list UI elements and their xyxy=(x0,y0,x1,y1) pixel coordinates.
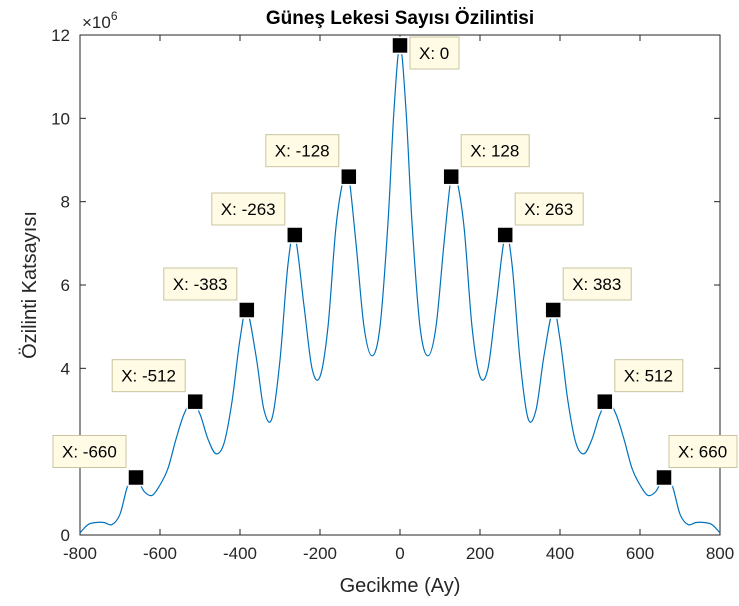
data-tip-label: X: 0 xyxy=(419,44,449,63)
x-tick-label: 400 xyxy=(546,544,574,563)
data-tip-box xyxy=(111,359,186,393)
data-tip-label: X: -263 xyxy=(221,200,276,219)
data-tip[interactable]: X: -263 xyxy=(211,192,304,244)
data-tip-label: X: 263 xyxy=(524,200,573,219)
data-tip-label: X: 660 xyxy=(678,443,727,462)
y-exponent-label: ×106 xyxy=(82,9,118,32)
y-tick-label: 0 xyxy=(61,526,70,545)
data-tip-label: X: -383 xyxy=(173,275,228,294)
data-tip-box xyxy=(52,435,127,468)
data-tip-box xyxy=(614,359,684,393)
data-tip-marker[interactable] xyxy=(340,167,358,186)
x-tick-label: -800 xyxy=(63,544,97,563)
data-tip-label: X: -512 xyxy=(121,367,176,386)
data-tip-marker[interactable] xyxy=(496,226,514,244)
data-tips[interactable]: X: -660 X: -512 X: -383 X: -263 X: -128 X: 0 X… xyxy=(52,36,738,487)
data-tip-marker[interactable] xyxy=(655,468,673,487)
data-tip-marker[interactable] xyxy=(127,468,145,487)
y-tick-label: 12 xyxy=(51,26,70,45)
data-tip-box xyxy=(460,134,530,168)
data-tip[interactable]: X: -660 xyxy=(52,435,145,487)
x-tick-label: 600 xyxy=(626,544,654,563)
data-tip-label: X: -128 xyxy=(275,142,330,161)
axis-ticks: -800-600-400-2000200400600800024681012 xyxy=(51,26,734,563)
data-tip-marker[interactable] xyxy=(391,36,409,55)
data-tip-marker[interactable] xyxy=(186,392,204,411)
data-tip-box xyxy=(409,36,460,70)
data-tip[interactable]: X: 263 xyxy=(496,192,584,244)
data-tip[interactable]: X: -128 xyxy=(265,134,358,186)
data-tip-label: X: -660 xyxy=(62,443,117,462)
data-tip-marker[interactable] xyxy=(238,301,256,319)
data-tip[interactable]: X: 128 xyxy=(442,134,530,186)
data-tip-box xyxy=(265,134,340,168)
y-tick-label: 8 xyxy=(61,193,70,212)
x-tick-label: 0 xyxy=(395,544,404,563)
data-tip-box xyxy=(163,267,238,301)
data-tip-label: X: 128 xyxy=(470,142,519,161)
data-tip[interactable]: X: -512 xyxy=(111,359,204,411)
data-tip-label: X: 512 xyxy=(624,367,673,386)
data-tip-box xyxy=(562,267,632,301)
x-tick-label: -400 xyxy=(223,544,257,563)
data-tip-marker[interactable] xyxy=(442,167,460,186)
data-tip-box xyxy=(514,192,584,226)
data-tip-marker[interactable] xyxy=(596,392,614,411)
x-tick-label: -600 xyxy=(143,544,177,563)
y-tick-label: 10 xyxy=(51,109,70,128)
x-tick-label: -200 xyxy=(303,544,337,563)
data-tip[interactable]: X: 383 xyxy=(544,267,632,319)
data-tip-box xyxy=(668,435,738,468)
y-tick-label: 6 xyxy=(61,276,70,295)
data-tip[interactable]: X: -383 xyxy=(163,267,256,319)
x-tick-label: 200 xyxy=(466,544,494,563)
data-tip-marker[interactable] xyxy=(286,226,304,244)
y-tick-label: 4 xyxy=(61,359,70,378)
data-tip-marker[interactable] xyxy=(544,301,562,319)
data-tip[interactable]: X: 512 xyxy=(596,359,684,411)
data-tip-label: X: 383 xyxy=(572,275,621,294)
y-exponent-base: ×10 xyxy=(82,13,111,32)
y-axis-title: Özilinti Katsayısı xyxy=(19,211,41,359)
data-tip-box xyxy=(211,192,286,226)
data-tip[interactable]: X: 0 xyxy=(391,36,460,70)
data-tip[interactable]: X: 660 xyxy=(655,435,738,487)
chart-title: Güneş Lekesi Sayısı Özilintisi xyxy=(266,8,534,29)
x-tick-label: 800 xyxy=(706,544,734,563)
x-axis-title: Gecikme (Ay) xyxy=(340,575,461,597)
y-exponent-power: 6 xyxy=(111,9,118,23)
